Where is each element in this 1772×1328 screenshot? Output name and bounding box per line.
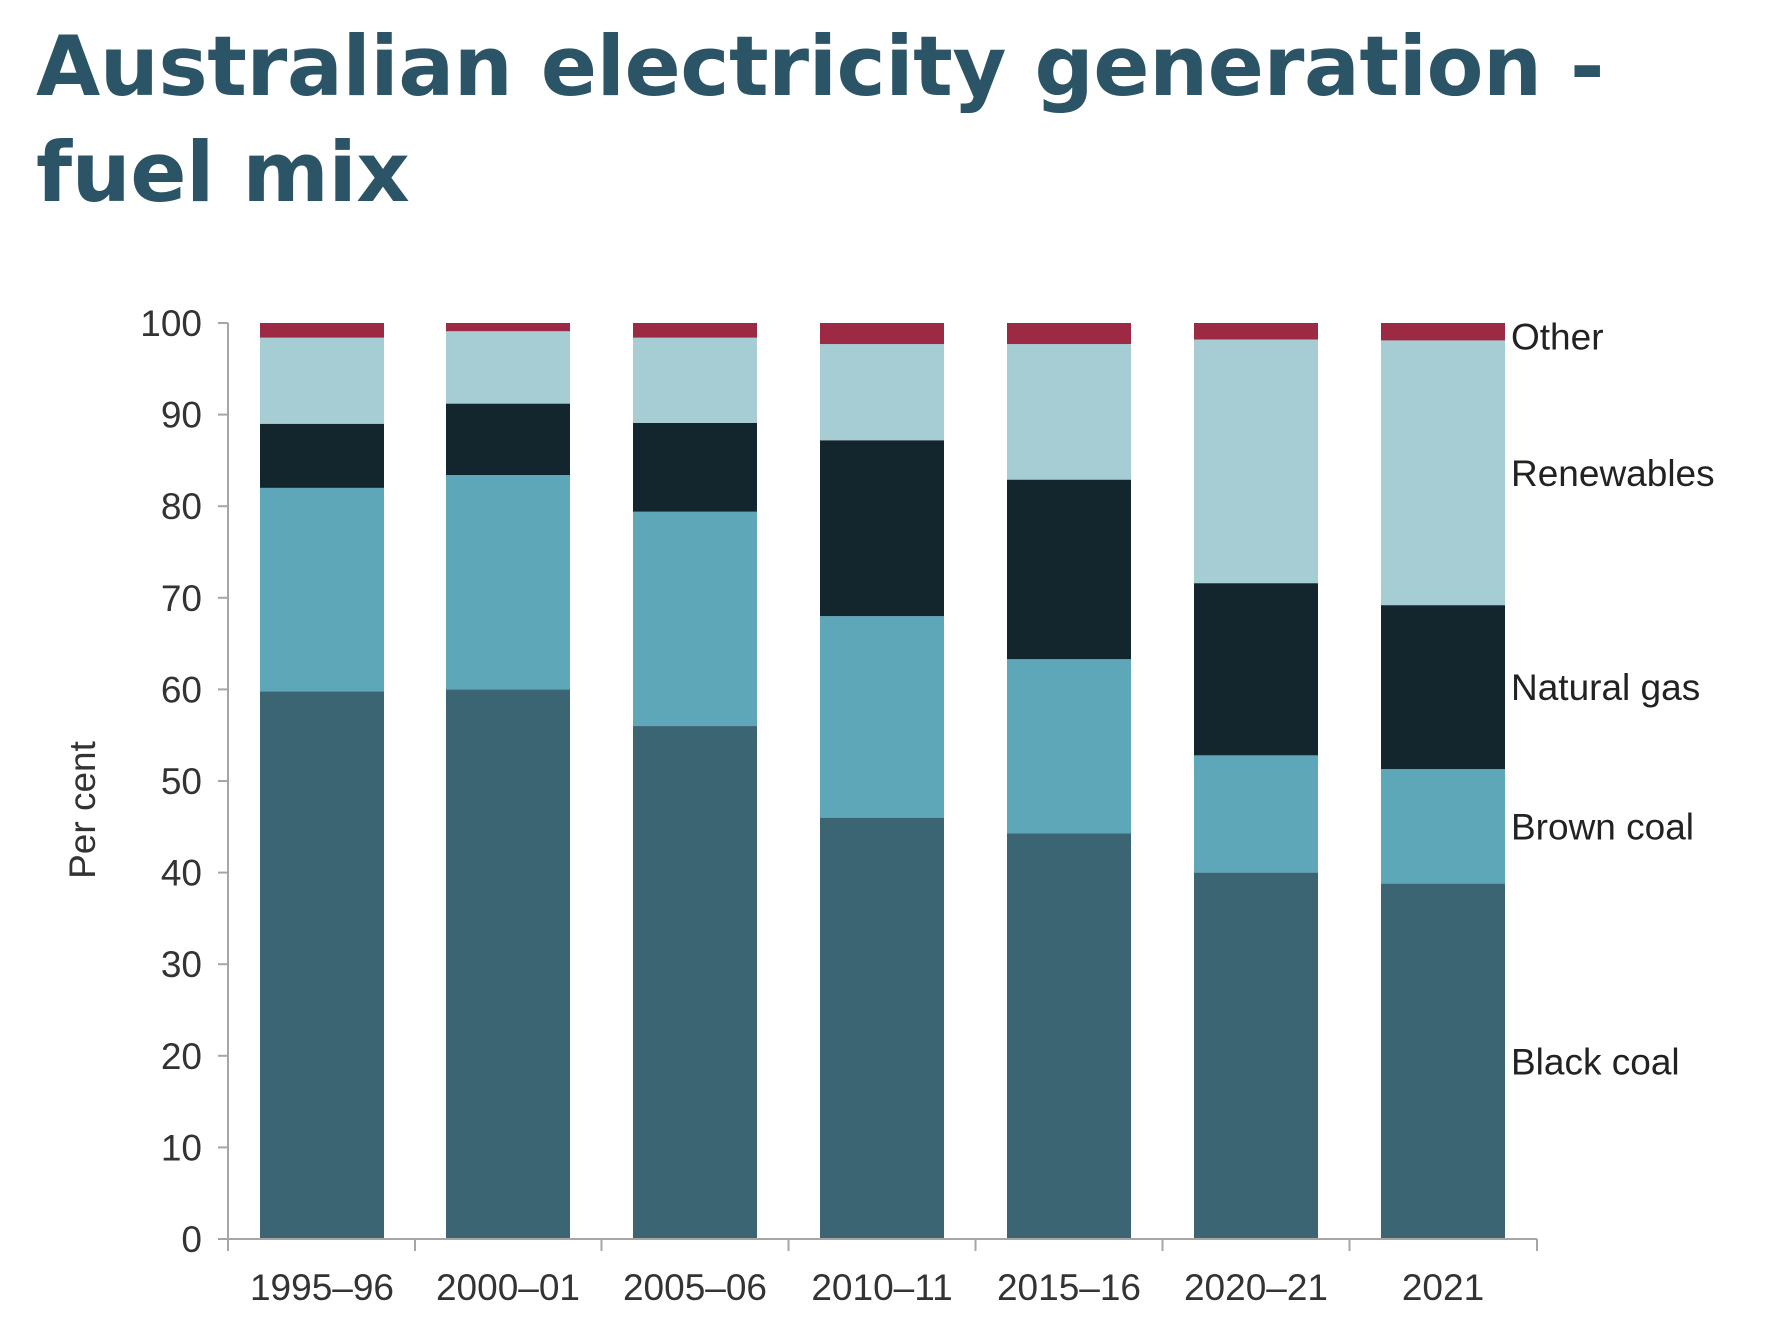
bar-segment-natural-gas-2000-01: [446, 403, 570, 476]
bar-segment-natural-gas-2010-11: [820, 440, 944, 617]
y-tick-label: 50: [161, 761, 202, 802]
bar-segment-renewables-2020-21: [1194, 339, 1318, 584]
bar-segment-brown-coal-2010-11: [820, 616, 944, 818]
y-tick-label: 100: [140, 303, 202, 344]
series-label-other: Other: [1511, 316, 1604, 357]
y-tick-label: 80: [161, 486, 202, 527]
series-label-black-coal: Black coal: [1511, 1041, 1680, 1082]
y-tick-label: 20: [161, 1036, 202, 1077]
bar-segment-renewables-2005-06: [633, 337, 757, 423]
bar-segment-black-coal-2020-21: [1194, 872, 1318, 1239]
y-axis-label: Per cent: [62, 740, 103, 879]
bar-segment-natural-gas-2005-06: [633, 422, 757, 512]
bar-segment-other-1995-96: [260, 323, 384, 338]
bar-segment-black-coal-2000-01: [446, 689, 570, 1239]
bars-layer: [260, 323, 1505, 1239]
y-tick-label: 30: [161, 944, 202, 985]
bar-segment-other-2000-01: [446, 323, 570, 332]
bar-segment-other-2005-06: [633, 323, 757, 338]
bar-segment-natural-gas-2015-16: [1007, 479, 1131, 660]
bar-segment-other-2010-11: [820, 323, 944, 345]
bar-segment-renewables-2000-01: [446, 331, 570, 404]
bar-segment-brown-coal-2021: [1381, 769, 1505, 884]
bar-segment-brown-coal-2020-21: [1194, 755, 1318, 873]
bar-segment-black-coal-2010-11: [820, 817, 944, 1239]
bar-segment-renewables-1995-96: [260, 337, 384, 424]
y-tick-label: 70: [161, 578, 202, 619]
x-tick-label: 2020–21: [1184, 1267, 1328, 1308]
series-label-natural-gas: Natural gas: [1511, 667, 1700, 708]
page-title: Australian electricity generation - fuel…: [36, 18, 1604, 221]
bar-segment-natural-gas-2021: [1381, 605, 1505, 770]
bar-segment-black-coal-2021: [1381, 883, 1505, 1239]
x-tick-label: 2021: [1402, 1267, 1484, 1308]
bar-segment-renewables-2010-11: [820, 344, 944, 441]
bar-segment-brown-coal-2015-16: [1007, 659, 1131, 834]
bar-segment-natural-gas-1995-96: [260, 423, 384, 488]
bar-segment-brown-coal-2005-06: [633, 511, 757, 727]
series-labels-layer: Black coal Brown coal Natural gas Renewable…: [1511, 316, 1715, 1082]
bar-segment-black-coal-2005-06: [633, 726, 757, 1239]
bar-segment-other-2020-21: [1194, 323, 1318, 340]
bar-segment-black-coal-2015-16: [1007, 833, 1131, 1239]
bar-segment-renewables-2021: [1381, 340, 1505, 606]
bar-segment-brown-coal-2000-01: [446, 475, 570, 690]
axes-layer: 0 10 20 30 40 50 60 70 80 90 100 1995–96 2000–01 2005…: [140, 303, 1538, 1308]
bar-segment-renewables-2015-16: [1007, 344, 1131, 480]
x-tick-label: 2005–06: [623, 1267, 767, 1308]
y-tick-label: 60: [161, 669, 202, 710]
bar-segment-other-2021: [1381, 323, 1505, 341]
x-tick-label: 1995–96: [250, 1267, 394, 1308]
y-tick-label: 0: [181, 1219, 202, 1260]
bar-segment-black-coal-1995-96: [260, 691, 384, 1239]
x-tick-label: 2015–16: [997, 1267, 1141, 1308]
bar-segment-natural-gas-2020-21: [1194, 583, 1318, 756]
series-label-brown-coal: Brown coal: [1511, 806, 1694, 847]
x-tick-label: 2010–11: [811, 1267, 952, 1308]
y-tick-label: 90: [161, 395, 202, 436]
x-tick-label: 2000–01: [436, 1267, 580, 1308]
bar-segment-brown-coal-1995-96: [260, 487, 384, 692]
y-tick-label: 40: [161, 853, 202, 894]
y-tick-label: 10: [161, 1127, 202, 1168]
bar-segment-other-2015-16: [1007, 323, 1131, 345]
series-label-renewables: Renewables: [1511, 453, 1715, 494]
